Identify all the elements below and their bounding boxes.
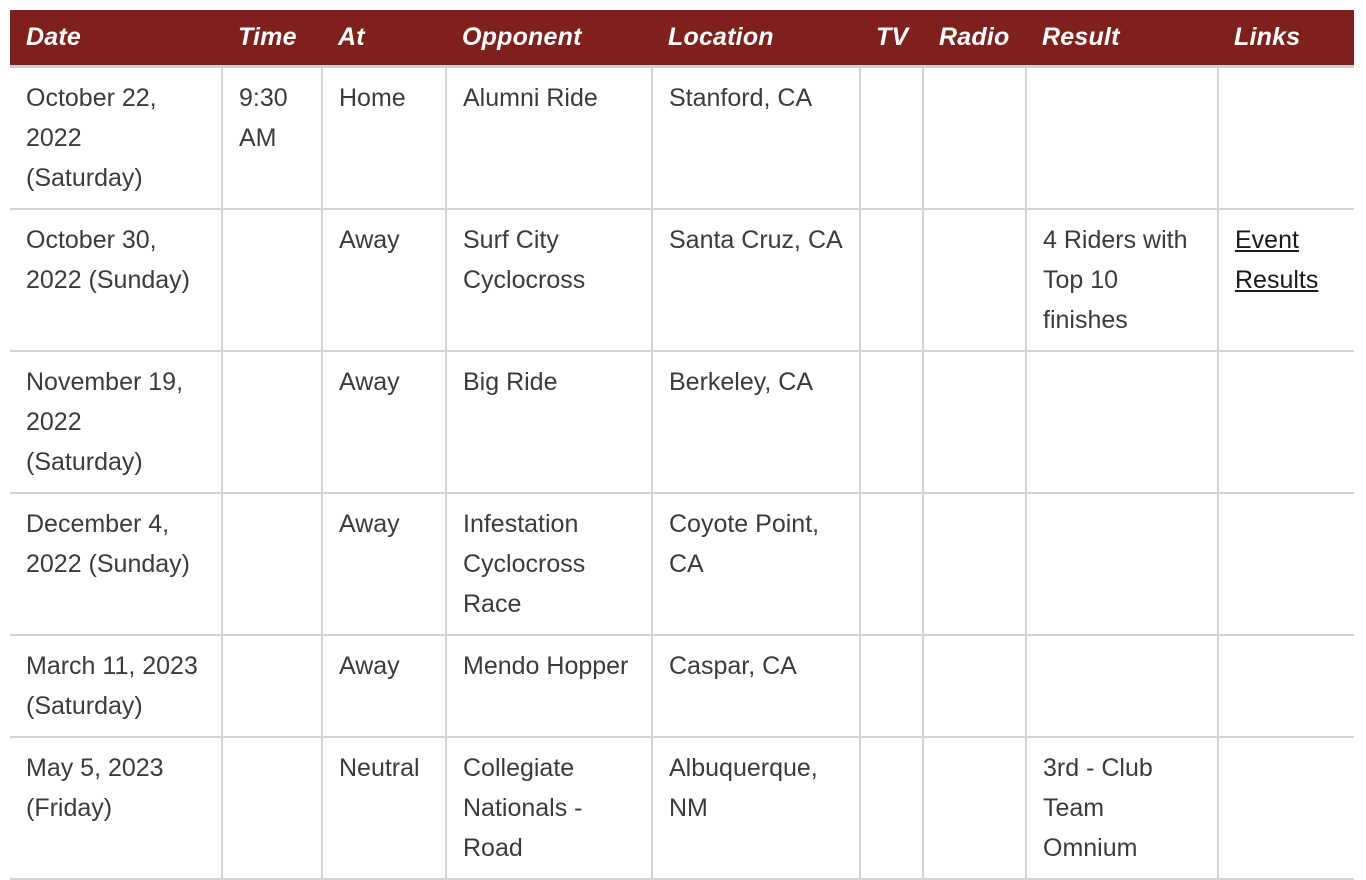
header-radio: Radio [923, 10, 1026, 66]
cell-tv [860, 351, 923, 493]
cell-location: Santa Cruz, CA [652, 209, 860, 351]
header-at: At [322, 10, 446, 66]
table-row: October 30, 2022 (Sunday) Away Surf City… [10, 209, 1354, 351]
cell-time [222, 209, 322, 351]
cell-location: Stanford, CA [652, 66, 860, 209]
cell-links [1218, 351, 1354, 493]
schedule-table: Date Time At Opponent Location TV Radio … [10, 10, 1354, 880]
cell-opponent: Alumni Ride [446, 66, 652, 209]
cell-result: 4 Riders with Top 10 finishes [1026, 209, 1218, 351]
header-row: Date Time At Opponent Location TV Radio … [10, 10, 1354, 66]
cell-result [1026, 635, 1218, 737]
cell-result: 3rd - Club Team Omnium [1026, 737, 1218, 879]
cell-radio [923, 209, 1026, 351]
cell-tv [860, 493, 923, 635]
cell-date: October 22, 2022 (Saturday) [10, 66, 222, 209]
table-row: December 4, 2022 (Sunday) Away Infestati… [10, 493, 1354, 635]
table-body: October 22, 2022 (Saturday) 9:30 AM Home… [10, 66, 1354, 879]
cell-opponent: Collegiate Nationals - Road [446, 737, 652, 879]
cell-at: Neutral [322, 737, 446, 879]
cell-links: Event Results [1218, 209, 1354, 351]
cell-opponent: Surf City Cyclocross [446, 209, 652, 351]
cell-result [1026, 493, 1218, 635]
header-location: Location [652, 10, 860, 66]
cell-radio [923, 66, 1026, 209]
cell-links [1218, 66, 1354, 209]
cell-radio [923, 493, 1026, 635]
cell-radio [923, 737, 1026, 879]
cell-tv [860, 737, 923, 879]
cell-date: March 11, 2023 (Saturday) [10, 635, 222, 737]
header-links: Links [1218, 10, 1354, 66]
cell-radio [923, 351, 1026, 493]
cell-tv [860, 209, 923, 351]
table-row: November 19, 2022 (Saturday) Away Big Ri… [10, 351, 1354, 493]
event-results-link[interactable]: Event Results [1235, 226, 1318, 294]
cell-result [1026, 66, 1218, 209]
cell-date: November 19, 2022 (Saturday) [10, 351, 222, 493]
cell-time [222, 493, 322, 635]
table-header: Date Time At Opponent Location TV Radio … [10, 10, 1354, 66]
cell-opponent: Mendo Hopper [446, 635, 652, 737]
cell-opponent: Big Ride [446, 351, 652, 493]
table-row: March 11, 2023 (Saturday) Away Mendo Hop… [10, 635, 1354, 737]
cell-opponent: Infestation Cyclocross Race [446, 493, 652, 635]
cell-links [1218, 737, 1354, 879]
cell-at: Away [322, 635, 446, 737]
header-tv: TV [860, 10, 923, 66]
table-row: October 22, 2022 (Saturday) 9:30 AM Home… [10, 66, 1354, 209]
cell-location: Albuquerque, NM [652, 737, 860, 879]
cell-at: Away [322, 351, 446, 493]
cell-links [1218, 493, 1354, 635]
schedule-table-container: Date Time At Opponent Location TV Radio … [10, 10, 1354, 880]
header-result: Result [1026, 10, 1218, 66]
header-date: Date [10, 10, 222, 66]
cell-at: Away [322, 493, 446, 635]
cell-time [222, 635, 322, 737]
cell-radio [923, 635, 1026, 737]
cell-time [222, 737, 322, 879]
cell-location: Coyote Point, CA [652, 493, 860, 635]
table-row: May 5, 2023 (Friday) Neutral Collegiate … [10, 737, 1354, 879]
cell-at: Home [322, 66, 446, 209]
cell-links [1218, 635, 1354, 737]
cell-at: Away [322, 209, 446, 351]
cell-date: May 5, 2023 (Friday) [10, 737, 222, 879]
cell-tv [860, 635, 923, 737]
cell-location: Caspar, CA [652, 635, 860, 737]
cell-time: 9:30 AM [222, 66, 322, 209]
cell-location: Berkeley, CA [652, 351, 860, 493]
header-opponent: Opponent [446, 10, 652, 66]
cell-time [222, 351, 322, 493]
cell-date: October 30, 2022 (Sunday) [10, 209, 222, 351]
cell-result [1026, 351, 1218, 493]
cell-tv [860, 66, 923, 209]
cell-date: December 4, 2022 (Sunday) [10, 493, 222, 635]
header-time: Time [222, 10, 322, 66]
